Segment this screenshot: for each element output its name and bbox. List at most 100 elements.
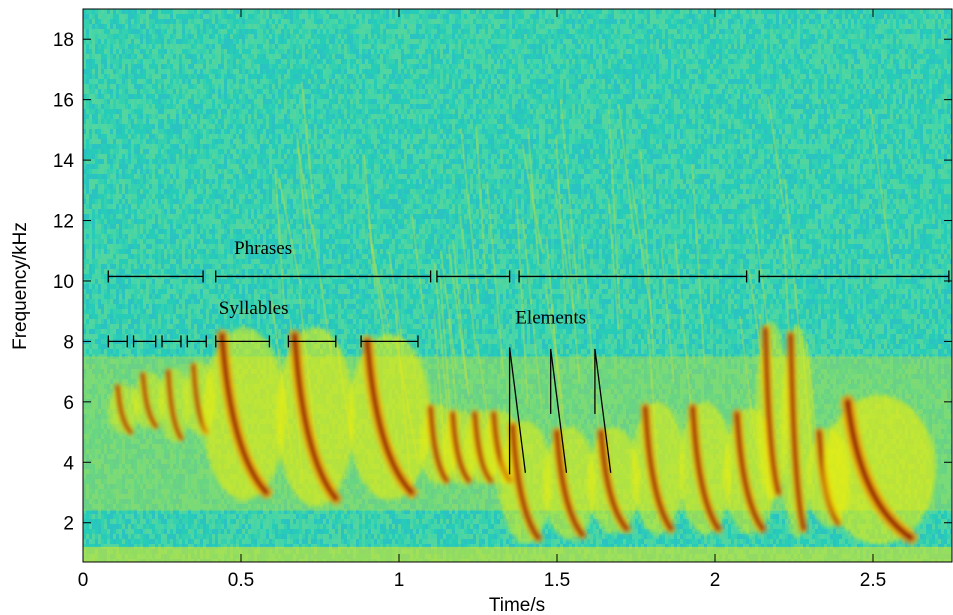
noise-cell: [206, 544, 209, 549]
noise-cell: [179, 544, 182, 549]
noise-cell: [158, 154, 161, 159]
noise-cell: [92, 389, 95, 394]
noise-cell: [209, 289, 212, 294]
noise-cell: [215, 289, 218, 294]
noise-cell: [104, 54, 107, 59]
noise-cell: [119, 134, 122, 139]
noise-cell: [110, 139, 113, 144]
noise-cell: [167, 509, 170, 514]
noise-cell: [206, 329, 209, 334]
noise-cell: [170, 279, 173, 284]
noise-cell: [146, 259, 149, 264]
noise-cell: [119, 499, 122, 504]
noise-cell: [110, 424, 113, 429]
noise-cell: [200, 319, 203, 324]
noise-cell: [197, 249, 200, 254]
noise-cell: [137, 349, 140, 354]
noise-cell: [155, 209, 158, 214]
noise-cell: [161, 519, 164, 524]
noise-cell: [95, 349, 98, 354]
noise-cell: [161, 39, 164, 44]
noise-cell: [212, 199, 215, 204]
noise-cell: [131, 184, 134, 189]
noise-cell: [95, 324, 98, 329]
noise-cell: [212, 154, 215, 159]
noise-cell: [146, 324, 149, 329]
noise-cell: [197, 29, 200, 34]
noise-cell: [212, 304, 215, 309]
noise-cell: [86, 179, 89, 184]
noise-cell: [215, 69, 218, 74]
noise-cell: [125, 99, 128, 104]
noise-cell: [95, 24, 98, 29]
noise-cell: [98, 169, 101, 174]
noise-cell: [125, 184, 128, 189]
noise-cell: [113, 189, 116, 194]
noise-cell: [128, 89, 131, 94]
noise-cell: [209, 54, 212, 59]
noise-cell: [128, 169, 131, 174]
noise-cell: [95, 369, 98, 374]
noise-cell: [89, 474, 92, 479]
noise-cell: [188, 454, 191, 459]
noise-cell: [104, 274, 107, 279]
noise-cell: [212, 344, 215, 349]
noise-cell: [212, 544, 215, 549]
noise-cell: [140, 139, 143, 144]
noise-cell: [119, 354, 122, 359]
noise-cell: [116, 124, 119, 129]
noise-cell: [164, 494, 167, 499]
noise-cell: [128, 209, 131, 214]
noise-cell: [164, 29, 167, 34]
noise-cell: [170, 449, 173, 454]
noise-cell: [173, 69, 176, 74]
noise-cell: [200, 179, 203, 184]
noise-cell: [113, 379, 116, 384]
noise-cell: [101, 129, 104, 134]
noise-cell: [149, 249, 152, 254]
noise-cell: [113, 124, 116, 129]
noise-cell: [197, 499, 200, 504]
noise-cell: [161, 544, 164, 549]
noise-cell: [167, 489, 170, 494]
noise-cell: [194, 509, 197, 514]
noise-cell: [173, 59, 176, 64]
noise-cell: [149, 269, 152, 274]
noise-cell: [212, 339, 215, 344]
noise-cell: [92, 234, 95, 239]
noise-cell: [149, 119, 152, 124]
noise-cell: [179, 54, 182, 59]
noise-cell: [191, 309, 194, 314]
noise-cell: [92, 284, 95, 289]
noise-cell: [137, 89, 140, 94]
noise-cell: [179, 364, 182, 369]
noise-cell: [203, 109, 206, 114]
noise-cell: [158, 269, 161, 274]
noise-cell: [173, 519, 176, 524]
noise-cell: [140, 64, 143, 69]
noise-cell: [86, 99, 89, 104]
noise-cell: [167, 129, 170, 134]
noise-cell: [116, 379, 119, 384]
noise-cell: [110, 489, 113, 494]
noise-cell: [146, 239, 149, 244]
noise-cell: [89, 149, 92, 154]
noise-cell: [179, 164, 182, 169]
noise-cell: [185, 319, 188, 324]
noise-cell: [206, 149, 209, 154]
noise-cell: [197, 504, 200, 509]
noise-cell: [191, 504, 194, 509]
noise-cell: [161, 79, 164, 84]
noise-cell: [131, 329, 134, 334]
noise-cell: [170, 244, 173, 249]
noise-cell: [128, 129, 131, 134]
noise-cell: [119, 449, 122, 454]
noise-cell: [137, 439, 140, 444]
noise-cell: [131, 44, 134, 49]
noise-cell: [92, 84, 95, 89]
noise-cell: [161, 114, 164, 119]
noise-cell: [191, 29, 194, 34]
noise-cell: [215, 329, 218, 334]
noise-cell: [128, 24, 131, 29]
noise-cell: [164, 309, 167, 314]
